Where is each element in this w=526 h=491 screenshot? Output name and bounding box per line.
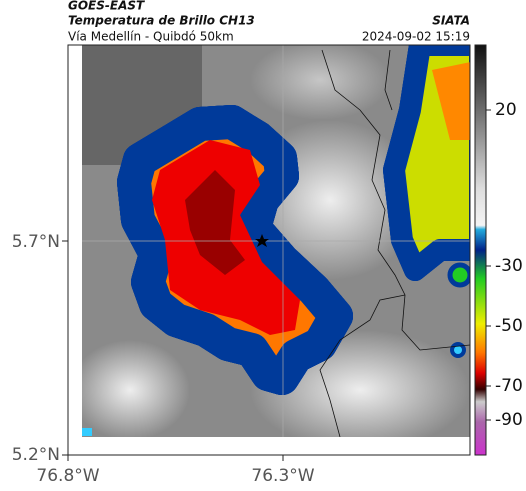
map-frame (67, 44, 471, 456)
colorbar-label: 20 (495, 100, 517, 120)
colorbar-label: -70 (495, 376, 523, 396)
colorbar-label: -30 (495, 256, 523, 276)
lat-label: 5.2°N (12, 445, 60, 465)
brand: SIATA (432, 14, 470, 28)
lat-label: 5.7°N (12, 232, 60, 252)
storm-band (383, 45, 470, 358)
storm-cell (117, 105, 353, 395)
source: GOES-EAST (68, 0, 145, 13)
title: Temperatura de Brillo CH13 (68, 14, 255, 28)
route: Vía Medellín - Quibdó 50km (68, 30, 234, 44)
colorbar (474, 44, 487, 456)
colorbar-label: -50 (495, 316, 523, 336)
satellite-image (82, 45, 470, 437)
borders (319, 49, 470, 437)
lon-label: 76.3°W (251, 466, 314, 486)
lon-label: 76.8°W (36, 466, 99, 486)
colorbar-label: -90 (495, 410, 523, 430)
datetime: 2024-09-02 15:19 (362, 30, 470, 44)
location-marker (255, 234, 269, 247)
